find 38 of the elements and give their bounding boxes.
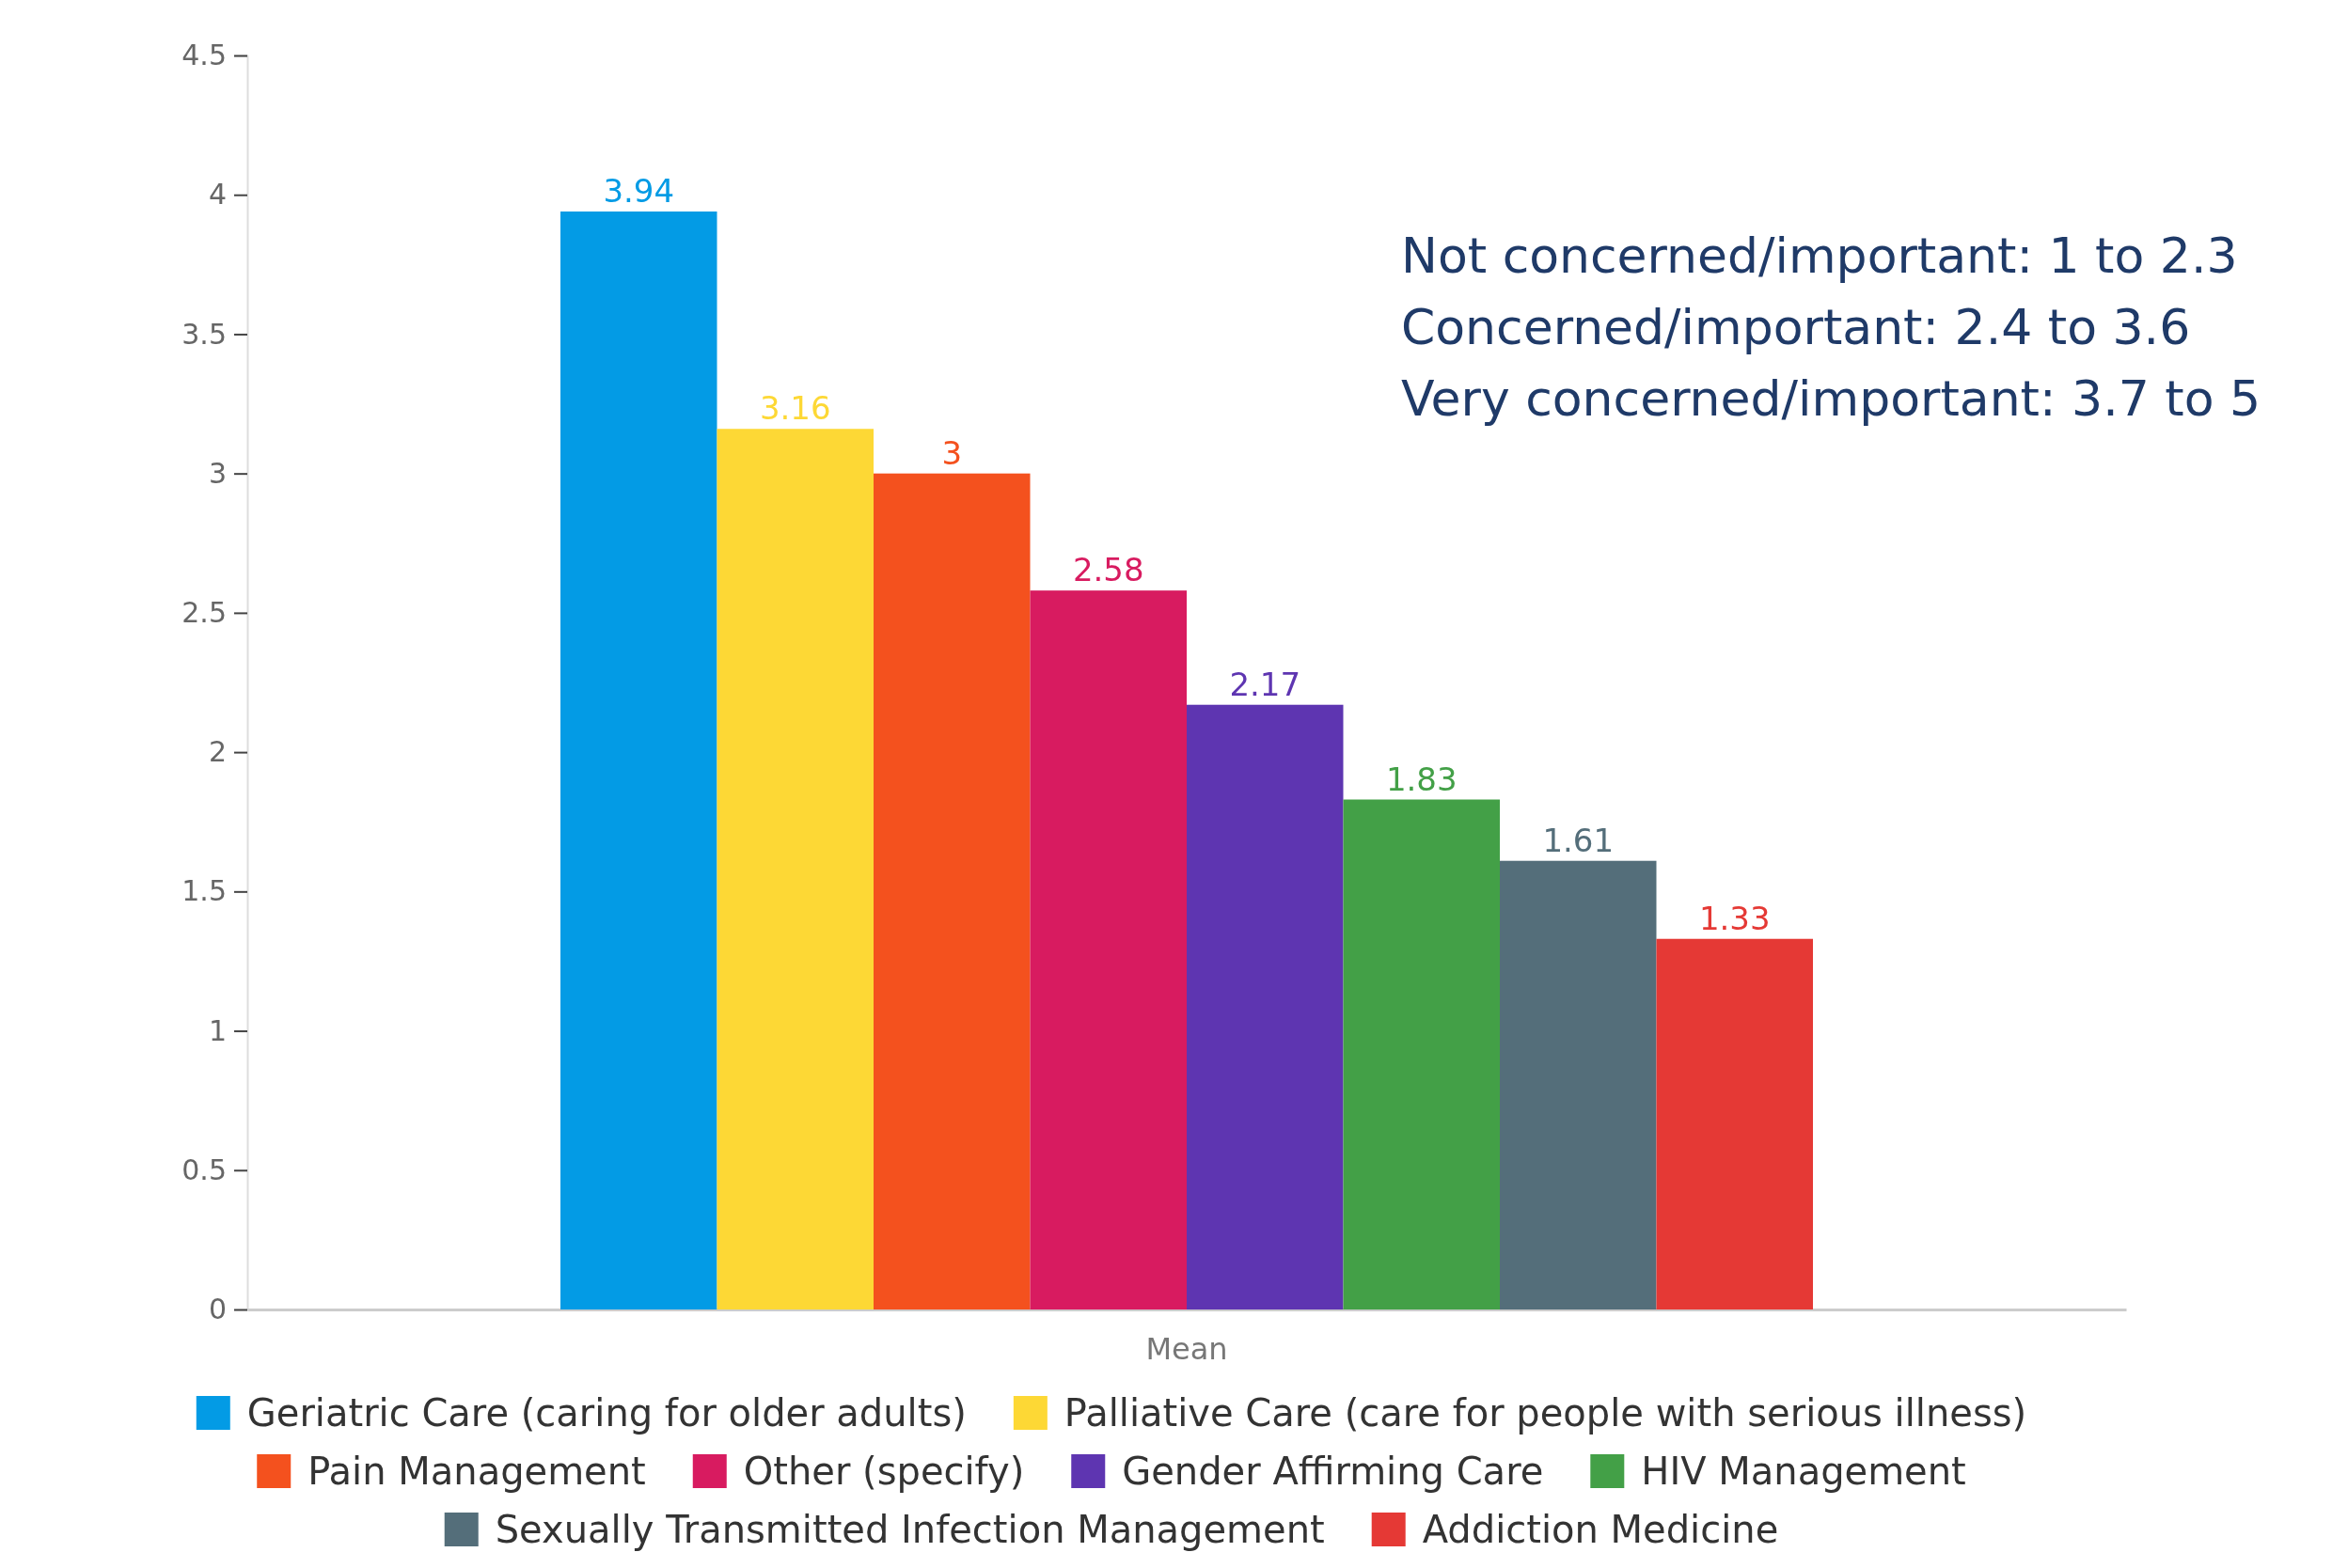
annotation: Concerned/important: 2.4 to 3.6	[1401, 299, 2191, 355]
legend-label: Addiction Medicine	[1422, 1508, 1779, 1552]
data-label: 1.33	[1698, 899, 1771, 937]
legend-label: Palliative Care (care for people with serious illness)	[1064, 1391, 2027, 1435]
y-tick-label: 1	[208, 1013, 227, 1047]
y-tick-label: 0	[208, 1293, 227, 1326]
y-tick-label: 0.5	[181, 1152, 227, 1186]
bar	[1656, 938, 1813, 1309]
data-label: 3.94	[603, 172, 675, 211]
bar	[1343, 799, 1500, 1309]
bar	[874, 473, 1031, 1309]
legend-label: Other (specify)	[743, 1450, 1025, 1494]
bar	[1187, 704, 1344, 1309]
bar	[560, 212, 717, 1309]
data-label: 2.17	[1229, 665, 1301, 703]
y-tick-label: 3.5	[181, 317, 227, 351]
data-label: 1.83	[1385, 760, 1458, 798]
legend-label: Pain Management	[307, 1450, 646, 1494]
bar	[1030, 590, 1187, 1309]
bar	[1500, 860, 1657, 1309]
legend-label: Geriatric Care (caring for older adults)	[246, 1391, 967, 1435]
y-tick-label: 4	[208, 178, 227, 212]
y-tick-label: 1.5	[181, 874, 227, 908]
bar	[717, 429, 874, 1309]
y-tick-label: 2	[208, 735, 227, 769]
x-tick-label: Mean	[1145, 1330, 1228, 1367]
data-label: 2.58	[1072, 551, 1144, 589]
y-tick-label: 3	[208, 456, 227, 490]
legend-label: HIV Management	[1641, 1450, 1966, 1494]
y-tick-label: 4.5	[181, 39, 227, 72]
data-label: 1.61	[1542, 821, 1615, 859]
annotation: Not concerned/important: 1 to 2.3	[1401, 227, 2238, 284]
data-label: 3.16	[759, 389, 831, 428]
legend-label: Gender Affirming Care	[1122, 1450, 1544, 1494]
legend-label: Sexually Transmitted Infection Management	[495, 1508, 1325, 1552]
annotation: Very concerned/important: 3.7 to 5	[1401, 370, 2261, 427]
data-label: 3	[941, 433, 963, 472]
y-tick-label: 2.5	[181, 595, 227, 629]
